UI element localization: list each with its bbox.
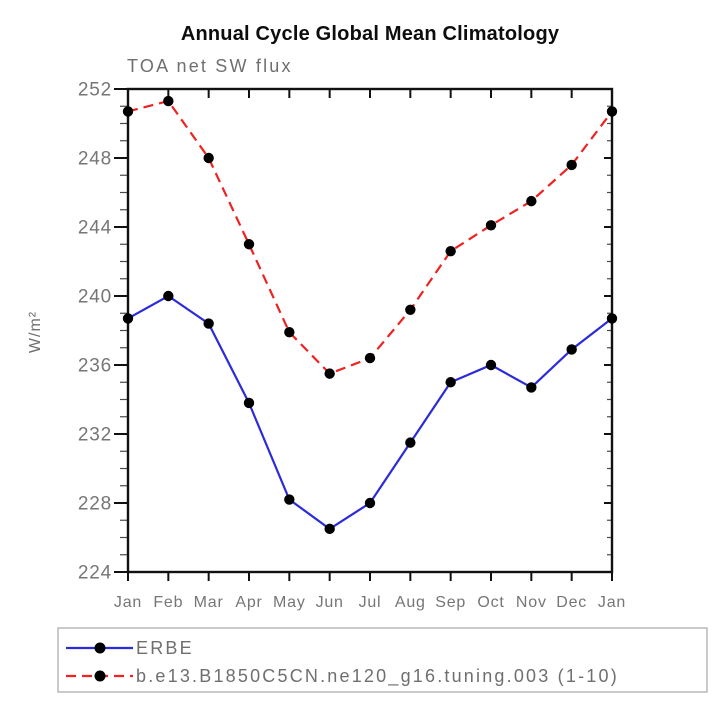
x-axis-tick-label: Jan (598, 594, 626, 611)
x-axis-tick-label: Sep (435, 594, 466, 611)
series-line-0 (127, 294, 613, 531)
data-point-marker (566, 344, 577, 355)
data-point-marker (606, 313, 618, 324)
plot-area: 224 228 232 236 240 244 248 252 Jan Feb Mar Apr May J… (78, 80, 626, 612)
x-axis-tick-label: Oct (477, 594, 504, 611)
chart-subtitle: TOA net SW flux (127, 56, 293, 76)
data-point-marker (163, 95, 174, 107)
data-point-marker (405, 437, 416, 448)
data-point-marker (364, 497, 376, 509)
y-axis-tick-label: 252 (78, 80, 112, 101)
data-point-marker (566, 159, 577, 171)
y-axis-tick-label: 232 (78, 425, 112, 446)
x-axis-tick-label: Aug (395, 594, 426, 611)
x-axis-tick-label: Apr (235, 594, 262, 611)
data-point-marker (122, 313, 134, 324)
x-axis-tick-label: Feb (153, 594, 183, 611)
y-axis-tick-label: 244 (78, 218, 112, 239)
y-axis-tick-label: 224 (78, 563, 112, 584)
x-axis-tick-label: Jul (359, 594, 382, 611)
data-point-marker (364, 352, 376, 364)
data-point-marker (284, 327, 295, 338)
data-point-marker (526, 382, 537, 393)
x-axis-tick-label: Dec (556, 594, 587, 611)
data-point-marker (284, 494, 295, 505)
data-point-marker (203, 152, 214, 164)
series-line-1 (127, 99, 613, 375)
chart-title: Annual Cycle Global Mean Climatology (181, 23, 560, 45)
legend-label-erbe: ERBE (136, 638, 194, 658)
y-axis-tick-label: 228 (78, 494, 112, 515)
x-axis-tick-label: May (273, 594, 306, 611)
plot-border (126, 87, 614, 574)
data-point-marker (485, 359, 497, 371)
data-point-marker (606, 106, 618, 117)
legend-item-erbe: ERBE (66, 638, 194, 658)
y-axis-tick-label: 248 (78, 149, 112, 170)
legend-label-model: b.e13.B1850C5CN.ne120_g16.tuning.003 (1-… (136, 666, 619, 687)
model-marker-sample (94, 670, 106, 682)
y-axis-tick-label: 236 (78, 356, 112, 377)
x-axis-tick-label: Mar (194, 594, 224, 611)
data-point-marker (324, 368, 335, 379)
data-point-marker (243, 397, 255, 409)
x-axis-tick-label: Nov (516, 594, 547, 611)
x-axis-tick-label: Jun (316, 594, 344, 611)
data-point-marker (203, 318, 214, 329)
data-point-marker (243, 239, 255, 250)
data-point-marker (445, 377, 456, 388)
data-point-marker (405, 304, 416, 315)
data-point-marker (526, 195, 537, 207)
y-axis-tick-label: 240 (78, 287, 112, 308)
data-point-marker (163, 290, 174, 302)
data-point-marker (445, 245, 456, 257)
x-axis-tick-label: Jan (114, 594, 142, 611)
legend: ERBE b.e13.B1850C5CN.ne120_g16.tuning.00… (57, 627, 708, 693)
data-point-marker (324, 523, 335, 535)
legend-border (57, 627, 708, 693)
legend-item-model: b.e13.B1850C5CN.ne120_g16.tuning.003 (1-… (66, 666, 619, 687)
y-axis-label: W/m² (27, 311, 44, 353)
erbe-marker-sample (94, 642, 106, 654)
data-point-marker (485, 220, 497, 231)
data-point-marker (122, 106, 134, 117)
